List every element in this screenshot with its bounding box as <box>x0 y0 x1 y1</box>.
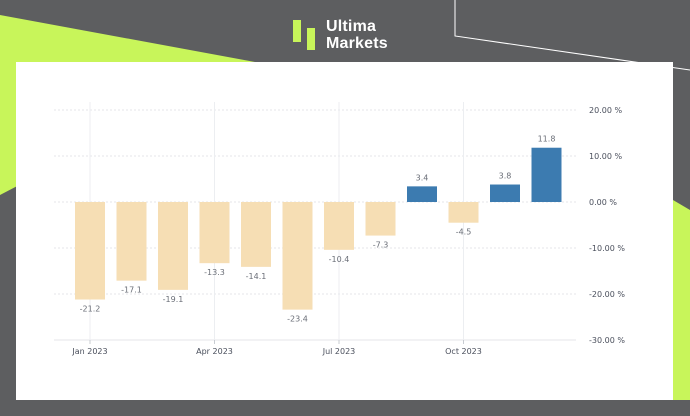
data-label: -10.4 <box>329 255 350 264</box>
bar-8 <box>365 202 396 236</box>
y-tick-label: -30.00 % <box>589 336 625 345</box>
data-label: 3.4 <box>416 173 429 182</box>
x-tick-label: Apr 2023 <box>196 347 233 356</box>
brand-logo: Ultima Markets <box>292 15 388 55</box>
bar-6 <box>282 202 313 310</box>
bar-10 <box>448 202 479 223</box>
y-tick-label: 10.00 % <box>589 152 622 161</box>
data-label: 3.8 <box>499 172 512 181</box>
bar-5 <box>241 202 271 267</box>
bar-layer <box>75 147 562 310</box>
ultima-markets-logo-icon <box>293 20 315 50</box>
bar-4 <box>199 202 230 264</box>
data-label: -13.3 <box>204 268 225 277</box>
brand-name-line2: Markets <box>326 35 388 52</box>
accent-stripe-right <box>673 200 690 400</box>
data-label: -4.5 <box>456 228 472 237</box>
y-tick-label: -20.00 % <box>589 290 625 299</box>
data-label: -7.3 <box>373 241 389 250</box>
x-tick-label: Jul 2023 <box>322 347 356 356</box>
x-axis-ticks: Jan 2023 Apr 2023 Jul 2023 Oct 2023 <box>71 347 481 356</box>
bar-1 <box>75 202 105 300</box>
bar-3 <box>158 202 188 290</box>
brand-name-line1: Ultima <box>326 18 377 35</box>
data-label: 11.8 <box>538 135 556 144</box>
data-label: -23.4 <box>287 315 308 324</box>
bar-chart: -21.2 -17.1 -19.1 -13.3 -14.1 -23.4 -10.4 -7.3 3… <box>54 102 625 356</box>
data-label: -21.2 <box>80 305 101 314</box>
y-tick-label: -10.00 % <box>589 244 625 253</box>
chart-card: -21.2 -17.1 -19.1 -13.3 -14.1 -23.4 -10.4 -7.3 3… <box>16 62 673 400</box>
frame-line <box>454 0 690 71</box>
bar-2 <box>116 202 147 281</box>
x-tick-label: Oct 2023 <box>445 347 482 356</box>
data-label: -17.1 <box>121 286 142 295</box>
y-tick-label: 20.00 % <box>589 106 622 115</box>
bar-12 <box>531 147 562 202</box>
y-axis-ticks: 20.00 % 10.00 % 0.00 % -10.00 % -20.00 % -30.… <box>589 106 625 345</box>
data-label: -14.1 <box>246 272 267 281</box>
label-layer: -21.2 -17.1 -19.1 -13.3 -14.1 -23.4 -10.4 -7.3 3… <box>80 135 556 324</box>
data-label: -19.1 <box>163 295 184 304</box>
y-tick-label: 0.00 % <box>589 198 617 207</box>
bar-11 <box>490 184 520 202</box>
bar-9 <box>407 186 437 202</box>
bar-7 <box>324 202 354 250</box>
x-tick-label: Jan 2023 <box>71 347 107 356</box>
